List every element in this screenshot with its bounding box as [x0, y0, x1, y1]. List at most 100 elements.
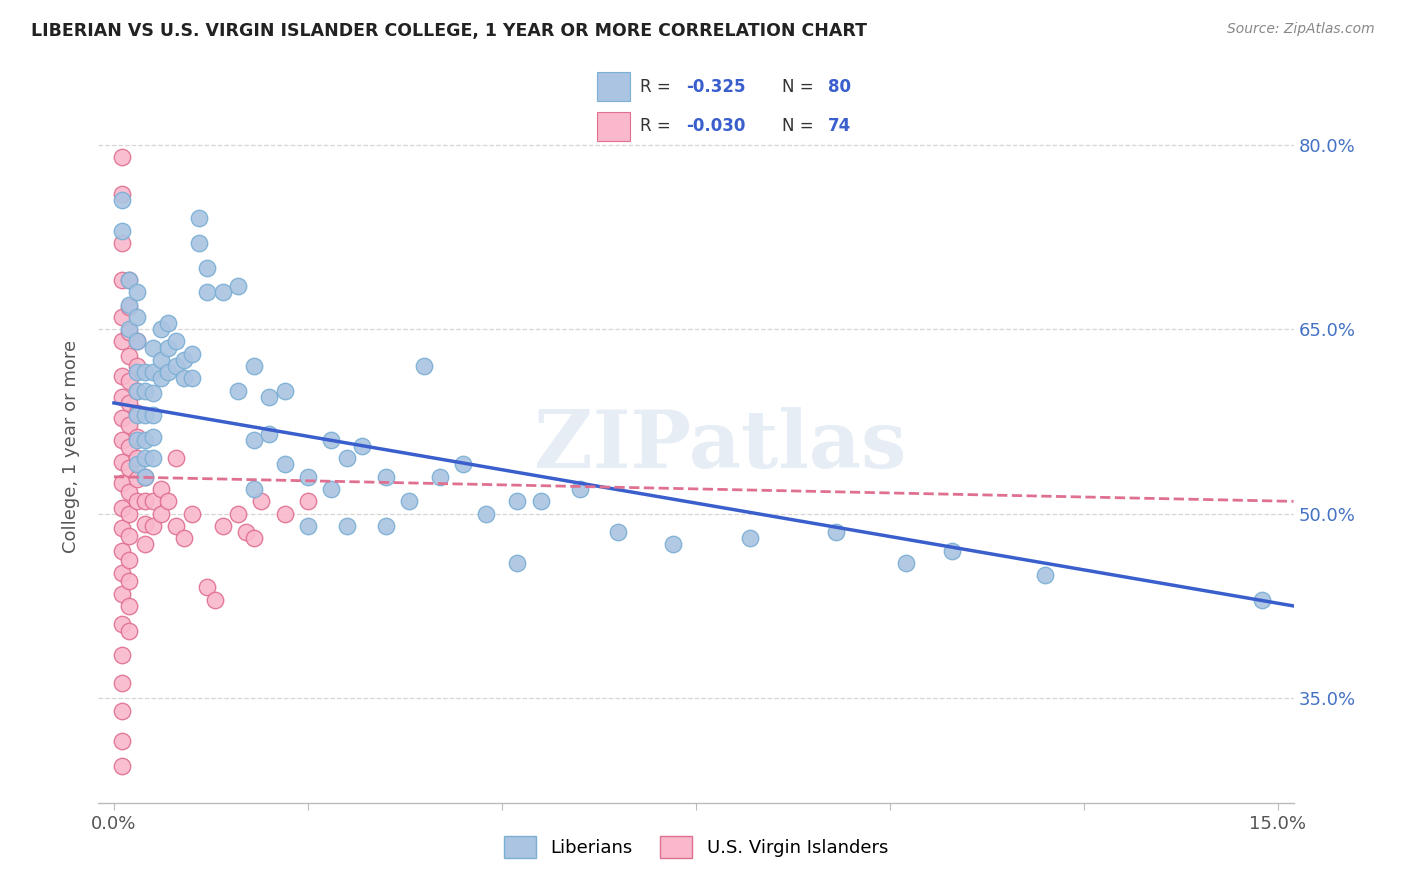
Point — [134, 516, 156, 531]
Point — [226, 384, 249, 398]
Point — [127, 458, 149, 472]
Point — [451, 458, 474, 472]
Point — [273, 384, 295, 398]
Text: R =: R = — [640, 118, 676, 136]
Y-axis label: College, 1 year or more: College, 1 year or more — [62, 340, 80, 552]
Point — [195, 285, 218, 300]
Point — [127, 430, 149, 444]
Point — [257, 390, 280, 404]
Text: 80: 80 — [828, 78, 851, 95]
Point — [127, 472, 149, 486]
Point — [118, 484, 141, 499]
Point — [118, 273, 141, 287]
Point — [661, 537, 683, 551]
Point — [127, 285, 149, 300]
Text: 74: 74 — [828, 118, 851, 136]
Point — [180, 371, 202, 385]
Point — [111, 475, 134, 490]
Point — [127, 365, 149, 379]
Point — [118, 461, 141, 475]
Text: -0.325: -0.325 — [686, 78, 745, 95]
Point — [111, 235, 134, 250]
Point — [111, 543, 134, 558]
Point — [118, 529, 141, 543]
Point — [118, 553, 141, 567]
Point — [142, 430, 165, 444]
Point — [111, 368, 134, 383]
Text: R =: R = — [640, 78, 676, 95]
Point — [111, 390, 134, 404]
Point — [180, 507, 202, 521]
Point — [1251, 592, 1274, 607]
Point — [111, 648, 134, 662]
Point — [127, 359, 149, 373]
Point — [242, 433, 264, 447]
Point — [127, 409, 149, 423]
Point — [336, 519, 359, 533]
Point — [127, 433, 149, 447]
Point — [111, 410, 134, 425]
Point — [118, 325, 141, 339]
Point — [142, 451, 165, 466]
Point — [165, 451, 187, 466]
Point — [118, 374, 141, 388]
Point — [134, 451, 156, 466]
Point — [118, 396, 141, 410]
Point — [188, 211, 211, 226]
Point — [235, 525, 257, 540]
Point — [127, 384, 149, 398]
Point — [111, 676, 134, 690]
Point — [111, 759, 134, 773]
Legend: Liberians, U.S. Virgin Islanders: Liberians, U.S. Virgin Islanders — [496, 829, 896, 865]
Point — [134, 469, 156, 483]
Text: -0.030: -0.030 — [686, 118, 745, 136]
Point — [242, 359, 264, 373]
Point — [118, 418, 141, 433]
Point — [321, 433, 343, 447]
Point — [374, 519, 396, 533]
Point — [297, 469, 319, 483]
Point — [297, 519, 319, 533]
Point — [188, 235, 211, 250]
Point — [111, 310, 134, 324]
Point — [134, 433, 156, 447]
Point — [127, 451, 149, 466]
Point — [149, 371, 172, 385]
Point — [242, 482, 264, 496]
Text: N =: N = — [782, 118, 818, 136]
Point — [173, 531, 195, 545]
Point — [111, 186, 134, 201]
Point — [568, 482, 591, 496]
Point — [111, 587, 134, 601]
Point — [142, 409, 165, 423]
Point — [242, 531, 264, 545]
Point — [506, 494, 529, 508]
Point — [111, 734, 134, 748]
Point — [134, 365, 156, 379]
Point — [607, 525, 630, 540]
Point — [111, 150, 134, 164]
Point — [142, 365, 165, 379]
Point — [127, 406, 149, 420]
Point — [142, 386, 165, 401]
Point — [127, 384, 149, 398]
Point — [157, 316, 180, 330]
Point — [530, 494, 553, 508]
Point — [297, 494, 319, 508]
Point — [165, 359, 187, 373]
Point — [134, 409, 156, 423]
Point — [111, 521, 134, 535]
Point — [740, 531, 762, 545]
Point — [157, 341, 180, 355]
Point — [211, 519, 233, 533]
Point — [118, 624, 141, 638]
Point — [273, 458, 295, 472]
Point — [226, 507, 249, 521]
Point — [257, 426, 280, 441]
Point — [413, 359, 436, 373]
Point — [165, 334, 187, 349]
Point — [111, 334, 134, 349]
Point — [118, 297, 141, 311]
Point — [142, 519, 165, 533]
Point — [134, 494, 156, 508]
